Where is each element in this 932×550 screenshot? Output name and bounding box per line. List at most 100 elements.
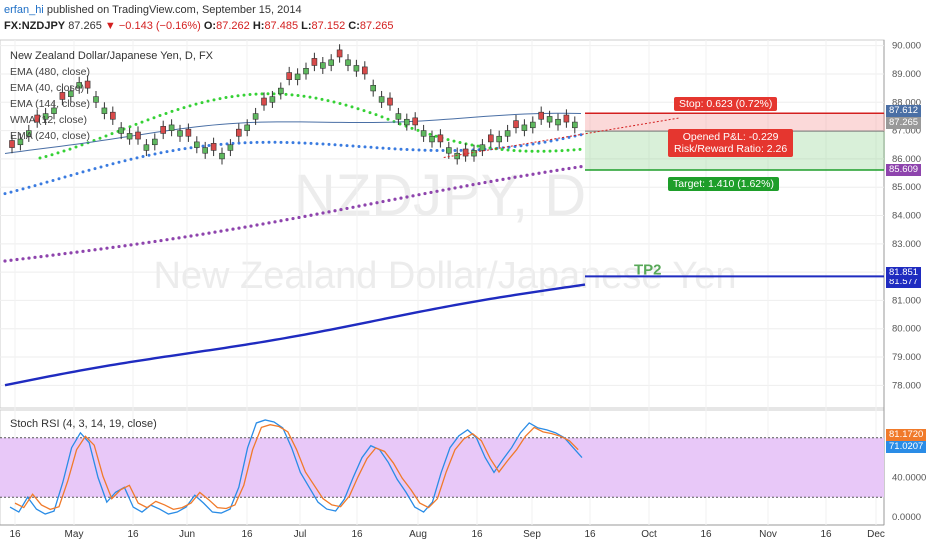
ema-144-dot (159, 151, 163, 155)
ema-144-dot (189, 146, 193, 150)
study-label[interactable]: EMA (40, close) (10, 82, 85, 94)
ema-144-dot (255, 140, 259, 144)
ema-40-dot (560, 149, 564, 153)
price-tag: 81.577 (886, 276, 922, 288)
ema-144-dot (411, 148, 415, 152)
ema-240-dot (243, 225, 247, 229)
study-label[interactable]: EMA (240, close) (10, 130, 90, 142)
ema-40-dot (212, 98, 216, 102)
open-label: O: (203, 20, 217, 32)
ema-40-dot (428, 132, 432, 136)
ema-144-dot (399, 147, 403, 151)
pl-box[interactable]: Opened P&L: -0.229 Risk/Reward Ratio: 2.… (668, 129, 794, 157)
candle-body (336, 49, 343, 58)
ema-144-dot (117, 160, 121, 164)
candle-body (513, 120, 519, 129)
ema-240-dot (519, 174, 523, 178)
candle-body (303, 68, 309, 75)
candle-body (403, 118, 410, 126)
ema-240-dot (381, 199, 385, 204)
ema-144-dot (15, 189, 19, 193)
ema-144-dot (351, 144, 355, 148)
ema-240-dot (303, 214, 307, 218)
rsi-y-tick: 40.0000 (892, 472, 926, 483)
ema-40-dot (410, 126, 414, 130)
ema-240-dot (297, 215, 301, 220)
ema-40-dot (512, 148, 516, 152)
candle-body (521, 124, 528, 131)
ema-144-dot (381, 146, 385, 150)
ema-40-dot (434, 134, 438, 138)
candle-body (252, 113, 259, 120)
ema-40-dot (164, 111, 168, 115)
candle-body (454, 152, 461, 160)
ema-40-dot (170, 109, 174, 113)
ema-240-dot (399, 196, 403, 200)
target-label[interactable]: Target: 1.410 (1.62%) (668, 177, 779, 191)
y-tick-label: 78.000 (892, 380, 921, 391)
y-tick-label: 87.000 (892, 126, 921, 137)
ema-40-dot (158, 114, 162, 118)
candle-body (294, 73, 301, 80)
ema-240-dot (567, 166, 571, 171)
ema-240-dot (429, 190, 433, 195)
candle-body (571, 121, 578, 129)
ema-240-dot (375, 201, 379, 205)
ema-240-dot (225, 228, 229, 232)
rsi-tag: 81.1720 (886, 429, 927, 441)
ema-240-dot (285, 218, 289, 222)
candle-body (555, 118, 561, 126)
candle-body (269, 96, 276, 103)
ema-40-dot (578, 147, 582, 151)
ema-40-dot (50, 153, 54, 157)
ema-240-dot (135, 242, 139, 246)
x-tick-label: Dec (867, 529, 885, 540)
ema-40-dot (572, 148, 576, 152)
ema-240-dot (123, 244, 127, 248)
study-label[interactable]: WMA (12, close) (10, 114, 88, 126)
ema-240-dot (459, 185, 463, 189)
stop-label[interactable]: Stop: 0.623 (0.72%) (674, 97, 778, 111)
ema-144-dot (525, 143, 529, 147)
candle-body (177, 130, 183, 137)
ema-240-dot (537, 171, 541, 175)
candle-body (504, 130, 511, 137)
ema-144-dot (81, 170, 85, 174)
ema-40-dot (398, 122, 402, 126)
ema-40-dot (380, 115, 384, 119)
rsi-y-tick: 0.0000 (892, 512, 921, 523)
ema-240-dot (15, 257, 19, 262)
ema-240-dot (477, 181, 481, 186)
ema-40-dot (500, 147, 504, 151)
candle-body (311, 58, 318, 66)
author-link[interactable]: erfan_hi (4, 4, 44, 16)
price-change: −0.143 (−0.16%) (118, 20, 201, 32)
candle-body (479, 144, 486, 151)
ema-240-dot (327, 210, 331, 214)
ema-144-dot (87, 168, 91, 172)
study-label[interactable]: EMA (144, close) (10, 98, 90, 110)
ema-40-dot (266, 92, 270, 96)
ema-40-dot (224, 96, 228, 100)
ema-144-dot (357, 144, 361, 148)
ema-40-dot (134, 122, 138, 126)
ema-240-dot (261, 222, 265, 226)
ema-40-dot (242, 93, 246, 97)
candle-body (202, 147, 208, 154)
watermark-symbol: NZDJPY, D (294, 163, 586, 228)
candle-body (412, 117, 419, 126)
ema-240-dot (195, 233, 199, 237)
study-label[interactable]: EMA (480, close) (10, 66, 90, 78)
x-tick-label: 16 (471, 529, 483, 540)
symbol[interactable]: FX:NZDJPY (4, 20, 66, 32)
ema-240-dot (201, 232, 205, 236)
ema-144-dot (423, 148, 427, 152)
ema-144-dot (69, 173, 73, 177)
ema-240-dot (93, 248, 97, 252)
ema-144-dot (321, 142, 325, 146)
ema-240-dot (21, 257, 25, 261)
candle-body (152, 138, 158, 146)
candle-body (236, 128, 242, 137)
ema-144-dot (333, 143, 337, 147)
